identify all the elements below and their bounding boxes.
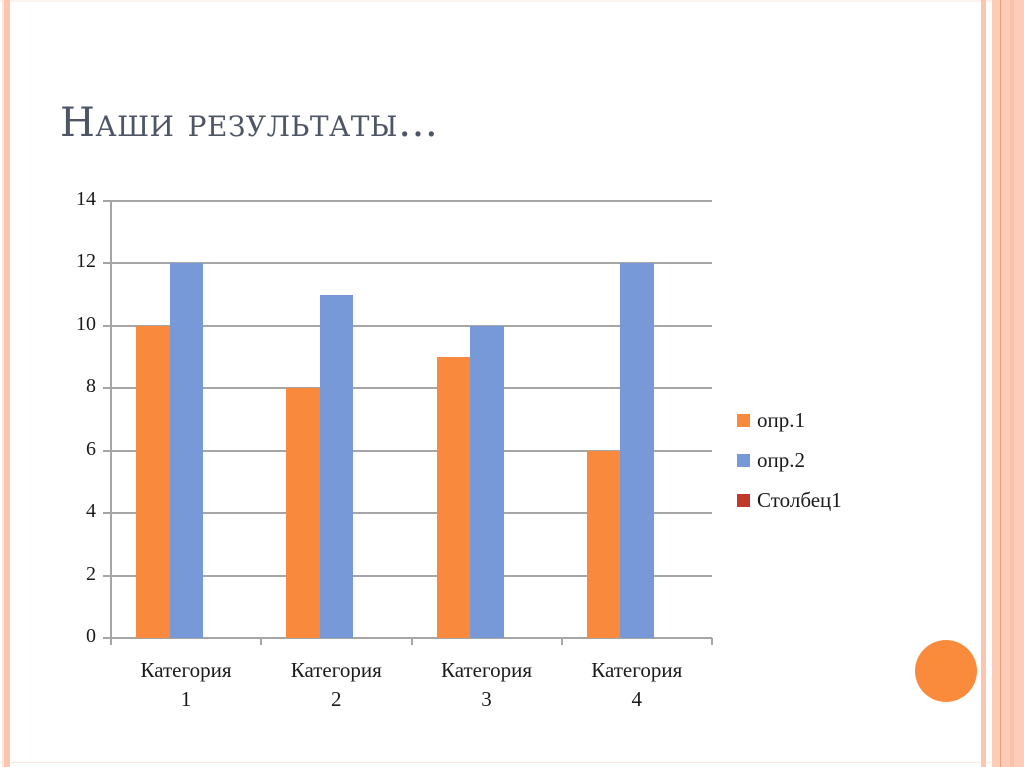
gridline	[103, 324, 712, 327]
bar-опр.1	[436, 357, 470, 638]
bar-опр.1	[586, 450, 621, 638]
legend-item: опр.1	[737, 400, 842, 440]
right-decor-stripe	[1010, 0, 1014, 767]
category-label: Категория 4	[591, 658, 683, 711]
x-tick	[410, 638, 413, 645]
legend-label: опр.1	[757, 407, 805, 432]
slide-title: Наши результаты…	[60, 100, 439, 146]
gridline	[103, 387, 712, 390]
x-tick	[711, 638, 713, 645]
y-tick-label: 2	[86, 562, 96, 585]
y-axis	[110, 201, 112, 638]
gridline	[103, 574, 712, 577]
legend-label: опр.2	[757, 447, 805, 472]
y-tick-label: 0	[86, 625, 96, 647]
category-label: Категория 2	[290, 658, 382, 711]
legend-swatch-icon	[737, 413, 750, 427]
category-label: Категория 1	[140, 658, 232, 711]
bar-опр.2	[470, 325, 504, 638]
gridline	[103, 449, 712, 452]
legend-swatch-icon	[737, 453, 750, 467]
right-decor-stripe	[992, 0, 1024, 767]
slide-frame-bottom	[0, 762, 1024, 763]
category-label: Категория 3	[441, 658, 532, 711]
legend-item: Столбец1	[737, 480, 842, 520]
decorative-circle	[915, 640, 977, 702]
y-tick-label: 8	[86, 375, 96, 398]
gridline	[103, 512, 712, 515]
bar-опр.1	[286, 388, 320, 638]
gridline	[103, 637, 712, 639]
y-tick-label: 10	[76, 312, 96, 335]
bar-опр.2	[620, 263, 654, 638]
chart-legend: опр.1 опр.2 Столбец1	[737, 400, 842, 520]
gridline	[103, 262, 712, 265]
legend-item: опр.2	[737, 440, 842, 480]
right-decor-stripe	[1000, 0, 1001, 767]
x-tick	[260, 638, 263, 645]
x-tick	[560, 638, 563, 645]
y-tick-label: 14	[76, 188, 96, 210]
y-tick-label: 6	[86, 437, 96, 460]
gridline	[103, 200, 712, 202]
slide-frame-top	[0, 0, 1024, 2]
legend-swatch-icon	[737, 493, 750, 507]
left-decor-stripe	[4, 0, 10, 767]
right-decor-stripe	[981, 0, 986, 767]
y-tick-label: 4	[86, 500, 96, 523]
left-decor-stripe	[2, 0, 4, 767]
bar-опр.2	[169, 263, 203, 638]
legend-label: Столбец1	[757, 487, 842, 512]
bar-опр.2	[319, 294, 354, 638]
y-tick-label: 12	[76, 250, 96, 273]
x-tick	[110, 638, 112, 645]
bar-опр.1	[136, 325, 170, 638]
